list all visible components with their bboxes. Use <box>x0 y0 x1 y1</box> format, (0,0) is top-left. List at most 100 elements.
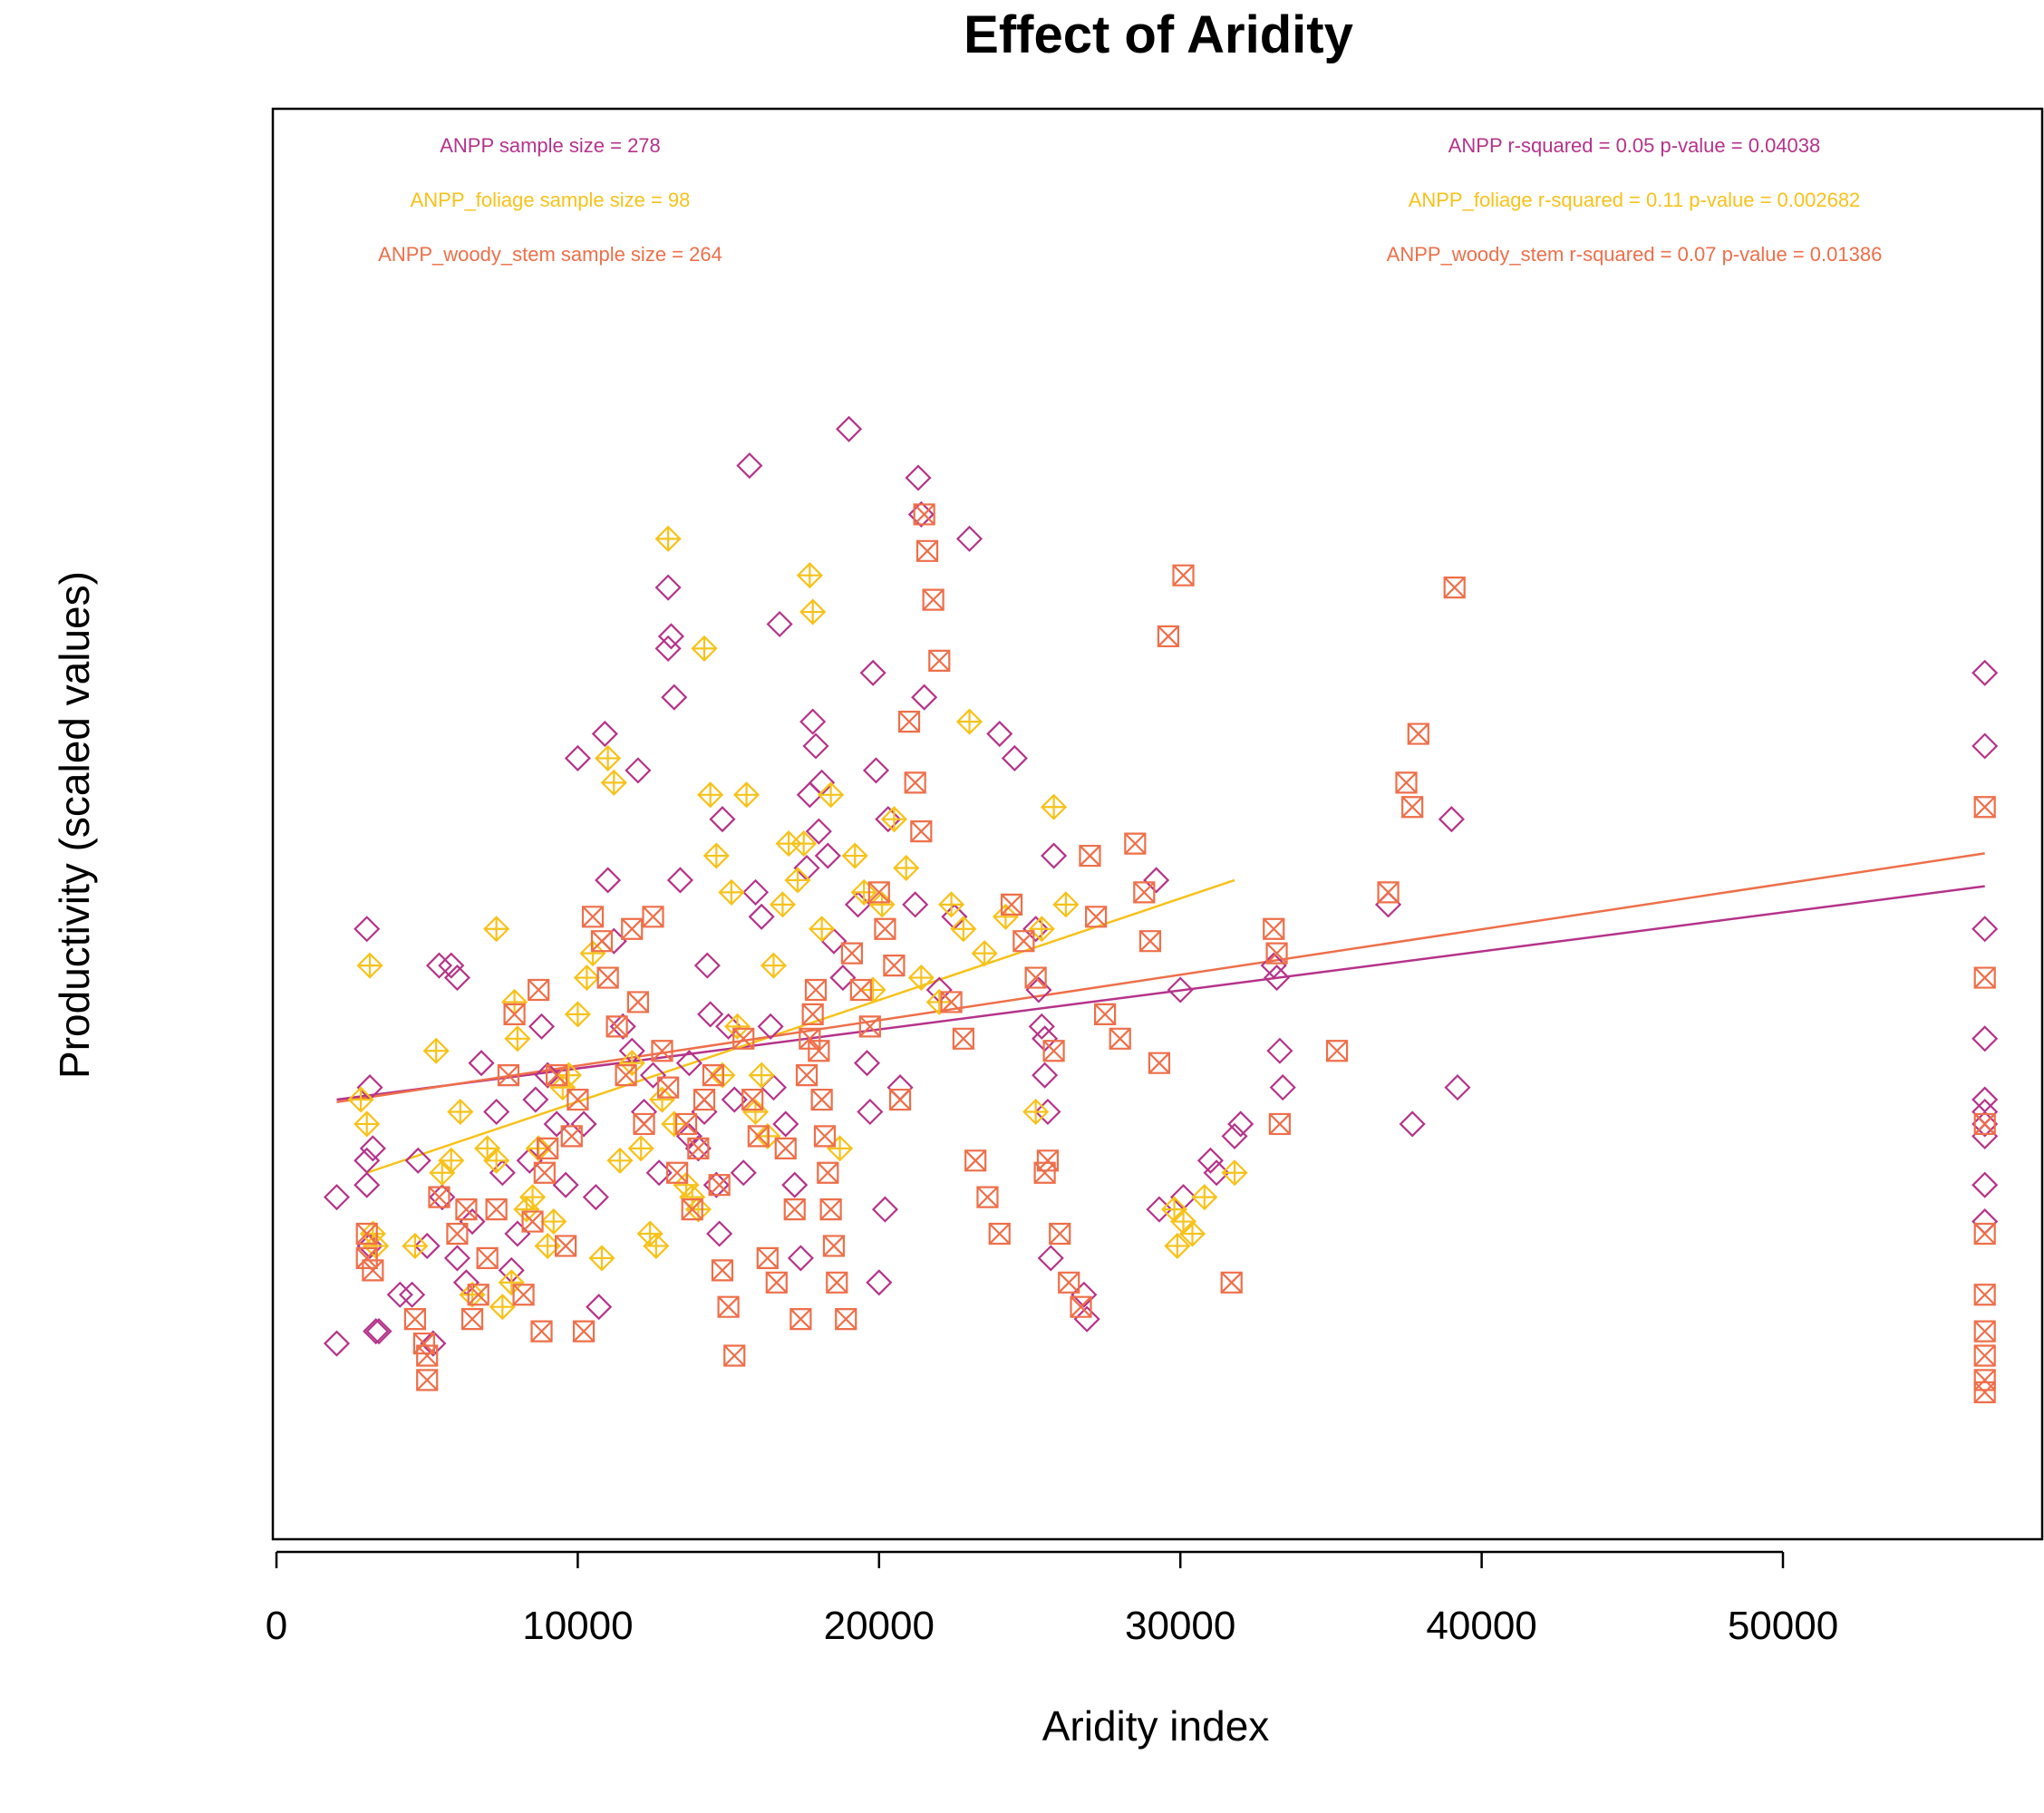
annotation-sample-size: ANPP_woody_stem sample size = 264 <box>378 243 722 266</box>
data-point <box>522 1086 549 1113</box>
data-point <box>802 732 829 760</box>
data-point <box>483 916 510 943</box>
x-tick-label: 0 <box>266 1604 287 1648</box>
data-point <box>1001 744 1028 772</box>
data-point <box>1375 891 1402 918</box>
data-point <box>1085 906 1108 928</box>
data-point <box>1971 916 1999 943</box>
data-point <box>621 917 644 940</box>
data-point <box>910 820 933 843</box>
data-point <box>886 1074 914 1101</box>
data-point <box>1973 1284 1996 1306</box>
data-point <box>693 952 721 979</box>
data-point <box>528 978 550 1002</box>
data-point <box>795 1064 819 1087</box>
data-point <box>528 1013 556 1040</box>
data-point <box>835 1308 857 1331</box>
data-point <box>363 1318 390 1345</box>
regression-stats-annotations: ANPP r-squared = 0.05 p-value = 0.04038 A… <box>1387 134 1883 266</box>
data-point <box>684 1135 712 1162</box>
data-point <box>625 757 652 784</box>
data-point <box>609 1013 636 1040</box>
data-point <box>1973 1381 1996 1403</box>
data-point <box>955 525 983 552</box>
data-point <box>1973 1112 1996 1136</box>
data-point <box>717 1295 740 1318</box>
data-point <box>1052 891 1080 918</box>
data-point <box>836 415 863 442</box>
data-point <box>883 955 906 977</box>
data-point <box>853 1050 881 1077</box>
data-point <box>403 1308 427 1331</box>
plot-frame <box>271 107 2044 1541</box>
data-point <box>819 1198 842 1221</box>
data-point <box>503 1003 526 1025</box>
data-point <box>850 878 877 906</box>
data-point <box>862 757 890 784</box>
data-point <box>1438 806 1465 833</box>
data-point <box>766 610 793 638</box>
x-tick-label: 40000 <box>1426 1604 1536 1648</box>
data-point <box>1022 916 1050 943</box>
data-point <box>354 1171 381 1198</box>
data-point <box>1971 659 1999 686</box>
data-point <box>590 930 614 953</box>
data-point <box>1263 917 1285 940</box>
data-point <box>804 978 828 1002</box>
x-tick-label: 30000 <box>1125 1604 1235 1648</box>
data-point <box>687 1137 710 1159</box>
data-points <box>323 415 1999 1403</box>
data-point <box>799 598 827 625</box>
data-point <box>654 635 682 662</box>
data-point <box>1377 881 1400 904</box>
data-point <box>521 1210 544 1233</box>
data-point <box>666 867 693 894</box>
data-point <box>817 1161 839 1184</box>
data-point <box>893 854 920 882</box>
data-point <box>1157 625 1179 648</box>
data-point <box>822 1235 846 1257</box>
data-point <box>573 964 600 992</box>
data-point <box>513 1196 540 1223</box>
data-point <box>665 1161 689 1184</box>
chart-title: Effect of Aridity <box>964 5 1353 64</box>
data-point <box>356 952 383 979</box>
data-point <box>790 1308 812 1331</box>
data-point <box>693 1088 716 1111</box>
data-point <box>359 1135 386 1162</box>
data-point <box>468 1050 495 1077</box>
data-point <box>1034 1098 1061 1126</box>
regression-line-anpp-woody-stem <box>336 852 1985 1103</box>
data-point <box>880 806 907 833</box>
data-point <box>781 1171 809 1198</box>
data-point <box>355 1222 378 1246</box>
data-point <box>724 1013 751 1040</box>
data-point <box>627 1135 654 1162</box>
data-point <box>723 1344 746 1367</box>
data-point <box>706 1220 733 1247</box>
data-point <box>760 952 788 979</box>
data-point <box>814 842 841 869</box>
x-tick-label: 20000 <box>824 1604 935 1648</box>
annotation-regression-stats: ANPP_foliage r-squared = 0.11 p-value = … <box>1409 189 1861 211</box>
data-point <box>438 952 465 979</box>
data-point <box>642 906 664 928</box>
data-point <box>1971 1171 1999 1198</box>
data-point <box>1094 1003 1117 1025</box>
data-point <box>347 1086 374 1113</box>
data-point <box>681 1198 703 1221</box>
data-point <box>971 940 998 967</box>
data-point <box>633 1112 655 1136</box>
data-point <box>570 1110 597 1138</box>
data-point <box>586 1294 613 1321</box>
data-point <box>546 1064 568 1087</box>
data-point <box>871 1196 899 1223</box>
regression-line-anpp-foliage <box>366 878 1235 1174</box>
regression-lines <box>336 852 1985 1174</box>
data-point <box>827 1135 854 1162</box>
data-point <box>588 1245 615 1272</box>
data-point <box>581 906 605 928</box>
data-point <box>772 1110 799 1138</box>
data-point <box>874 917 896 940</box>
